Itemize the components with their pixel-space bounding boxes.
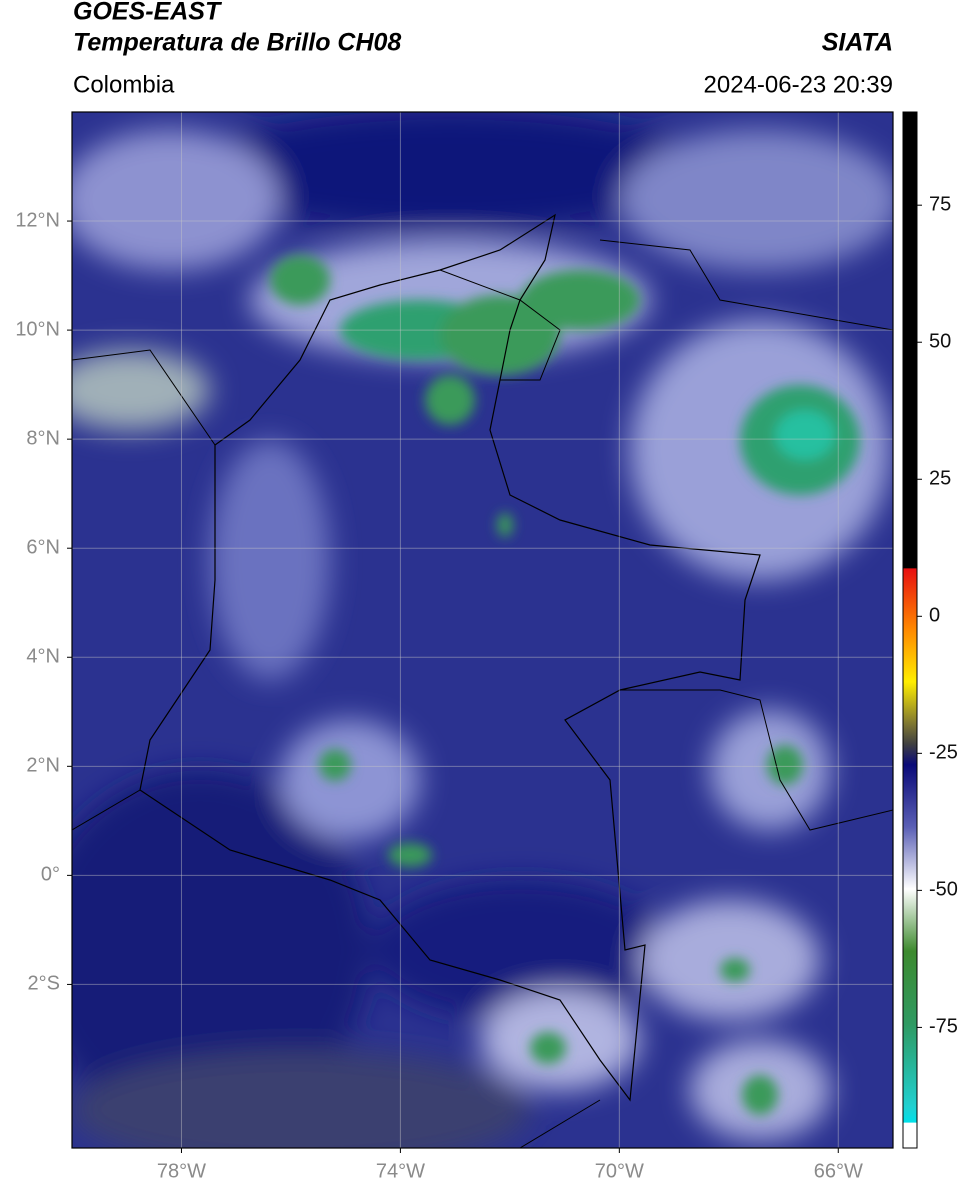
colorbar-tick-label: -75 [929,1016,958,1038]
map-frame [71,111,894,1149]
x-tick-label: 78°W [157,1160,206,1182]
colorbar-tick-label: 25 [929,468,951,490]
x-tick-label: 66°W [814,1160,863,1182]
x-tick-label: 74°W [376,1160,425,1182]
colorbar [902,111,918,1149]
colorbar-tick-label: 75 [929,193,951,215]
colorbar-tick-label: 0 [929,605,940,627]
y-tick-label: 8°N [26,427,60,449]
timestamp: 2024-06-23 20:39 [704,71,894,98]
y-tick-label: 12°N [15,209,60,231]
subtitle: Temperatura de Brillo CH08 [73,29,401,57]
y-tick-label: 2°N [26,755,60,777]
graticule [72,112,893,1148]
y-tick-label: 0° [41,864,60,886]
colorbar-tick-label: -50 [929,879,958,901]
colorbar-tick-label: -25 [929,742,958,764]
y-tick-label: 6°N [26,536,60,558]
title: GOES-EAST [73,0,223,26]
satellite-image [72,112,893,1148]
colorbar-tick-label: 50 [929,331,951,353]
border-lines [72,239,893,1148]
y-tick-label: 4°N [26,646,60,668]
y-tick-label: 10°N [15,318,60,340]
country-border [139,213,761,1102]
region: Colombia [73,71,175,98]
source: SIATA [822,29,893,57]
x-tick-label: 70°W [595,1160,644,1182]
y-tick-label: 2°S [28,973,60,995]
